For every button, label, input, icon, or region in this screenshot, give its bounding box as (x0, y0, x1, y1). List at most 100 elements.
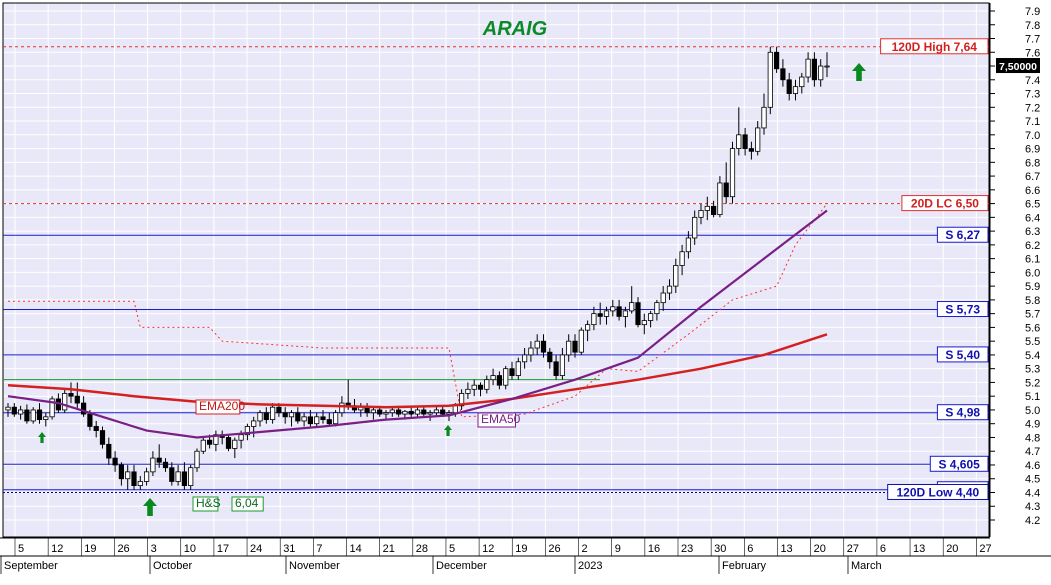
candle-body (332, 412, 339, 425)
y-tick-label: 5.5 (1025, 336, 1040, 348)
x-day-label: 10 (184, 543, 196, 555)
level-label-box (887, 483, 989, 500)
candle-body (534, 340, 540, 349)
support-label: S 4,605 (938, 457, 980, 471)
candle-body (244, 426, 250, 436)
support-label-box (929, 455, 989, 472)
candle-body (805, 58, 811, 78)
x-day-label: 12 (482, 543, 494, 555)
y-tick-label: 5.0 (1025, 405, 1040, 417)
candle-body (112, 457, 118, 466)
candle-body (326, 419, 332, 425)
candle-body (377, 409, 383, 415)
level-label-box (880, 38, 989, 55)
candle-body (81, 402, 87, 415)
candle-body (559, 354, 566, 376)
candle-body (131, 471, 137, 487)
y-tick-label: 4.5 (1025, 474, 1040, 486)
candle-body (496, 375, 503, 386)
candle-body (339, 402, 345, 414)
candle-body (43, 416, 49, 420)
candle-body (269, 406, 276, 420)
candle-body (414, 409, 421, 415)
up-arrow-icon (143, 498, 157, 516)
y-tick-label: 7.4 (1025, 75, 1040, 87)
support-label: S 4,98 (945, 406, 980, 420)
candle-body (74, 395, 80, 404)
candle-body (673, 265, 679, 287)
x-day-label: 28 (416, 543, 428, 555)
level-labels: S 6,27S 5,73S 5,40S 4,98S 4,605S 4,42120… (880, 38, 989, 500)
candle-body (251, 420, 257, 427)
ema50-line (7, 209, 828, 439)
candle-body (484, 379, 490, 390)
x-month-label: November (289, 560, 340, 572)
candle-body (263, 412, 269, 420)
candle-body (200, 439, 206, 452)
level-label-box (901, 195, 989, 212)
candle-body (232, 439, 238, 449)
y-axis-bg (990, 0, 1051, 580)
candle-body (654, 302, 660, 315)
candle-body (755, 127, 761, 152)
candle-body (452, 405, 458, 414)
ema200-label-box (195, 399, 241, 415)
candle-body (288, 412, 295, 418)
candle-body (465, 388, 471, 394)
plot-border (2, 2, 990, 538)
candle-body (389, 409, 395, 414)
x-day-label: 21 (383, 543, 395, 555)
candle-body (635, 302, 641, 326)
candle-body (711, 205, 717, 216)
ema200-line (7, 333, 828, 409)
candle-body (106, 443, 112, 459)
y-tick-label: 6.7 (1025, 171, 1040, 183)
candle-body (440, 409, 446, 415)
candle-body (736, 134, 742, 149)
y-tick-label: 6.4 (1025, 212, 1040, 224)
y-tick-label: 6.5 (1025, 199, 1040, 211)
candle-body (818, 65, 824, 81)
support-label-box (936, 301, 989, 318)
x-day-label: 6 (747, 543, 753, 555)
candle-body (49, 398, 55, 418)
y-tick-label: 5.4 (1025, 350, 1040, 362)
candle-body (93, 426, 99, 431)
hs-target-label: 6,04 (235, 496, 259, 510)
ema200-label: EMA200 (199, 399, 245, 413)
candle-body (169, 467, 175, 482)
x-day-label: 7 (316, 543, 322, 555)
candle-body (62, 393, 68, 411)
candle-body (395, 409, 402, 415)
support-label: S 6,27 (945, 228, 980, 242)
candle-body (748, 148, 755, 152)
x-day-label: 31 (283, 543, 295, 555)
candle-body (723, 182, 729, 198)
candle-body (5, 406, 11, 411)
candle-body (767, 51, 773, 108)
candle-body (591, 313, 597, 326)
up-arrow-icon (38, 432, 46, 443)
y-tick-label: 4.4 (1025, 487, 1040, 499)
candle-body (162, 461, 169, 469)
y-tick-label: 6.9 (1025, 144, 1040, 156)
candle-body (458, 393, 465, 407)
candle-body (566, 340, 572, 356)
candle-body (666, 285, 673, 294)
y-tick-label: 7.1 (1025, 116, 1040, 128)
y-tick-label: 4.7 (1025, 446, 1040, 458)
candle-body (717, 182, 723, 215)
candle-body (685, 237, 692, 253)
up-arrow-icon (852, 63, 866, 81)
y-tick-label: 5.9 (1025, 281, 1040, 293)
candle-body (143, 471, 150, 482)
candle-body (175, 471, 181, 482)
x-day-label: 20 (946, 543, 958, 555)
candle-body (206, 439, 213, 445)
candle-body (547, 351, 553, 363)
y-tick-label: 7.0 (1025, 130, 1040, 142)
x-day-label: 5 (18, 543, 24, 555)
candle-body (137, 481, 143, 487)
candle-body (370, 409, 377, 414)
x-day-label: 2 (582, 543, 588, 555)
